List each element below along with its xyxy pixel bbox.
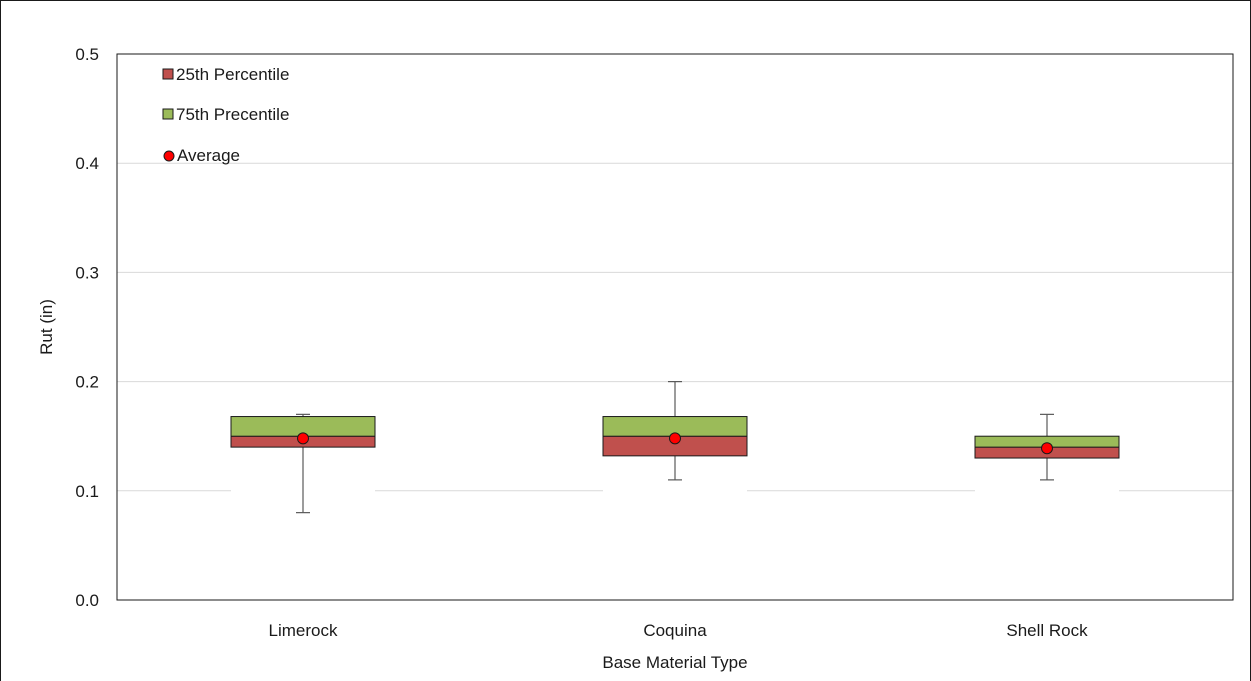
y-tick-label: 0.1 bbox=[75, 482, 99, 501]
y-tick-label: 0.5 bbox=[75, 45, 99, 64]
x-tick-label: Limerock bbox=[269, 621, 338, 640]
x-axis-ticks: Limerock Coquina Shell Rock bbox=[269, 621, 1089, 640]
x-axis-title: Base Material Type bbox=[602, 653, 747, 672]
x-tick-label: Shell Rock bbox=[1006, 621, 1088, 640]
x-tick-label: Coquina bbox=[643, 621, 707, 640]
legend-label-average: Average bbox=[177, 146, 240, 165]
average-marker bbox=[1041, 442, 1053, 455]
y-tick-label: 0.4 bbox=[75, 154, 99, 173]
box-marks bbox=[230, 381, 1120, 514]
y-tick-label: 0.3 bbox=[75, 263, 99, 282]
plot-area-border bbox=[116, 53, 1234, 601]
average-marker bbox=[669, 432, 681, 445]
legend-marker-average bbox=[163, 150, 175, 162]
y-tick-label: 0.2 bbox=[75, 373, 99, 392]
y-axis-ticks: 0.0 0.1 0.2 0.3 0.4 0.5 bbox=[75, 45, 99, 610]
legend-label-25th-percentile: 25th Percentile bbox=[176, 65, 289, 84]
legend-label-75th-percentile: 75th Precentile bbox=[176, 105, 289, 124]
legend-swatch-25th-percentile bbox=[162, 68, 174, 80]
y-axis-title: Rut (in) bbox=[37, 299, 56, 355]
average-marker bbox=[297, 432, 309, 445]
legend: 25th Percentile 75th Precentile Average bbox=[162, 65, 289, 165]
y-tick-label: 0.0 bbox=[75, 591, 99, 610]
legend-swatch-75th-percentile bbox=[162, 108, 174, 120]
